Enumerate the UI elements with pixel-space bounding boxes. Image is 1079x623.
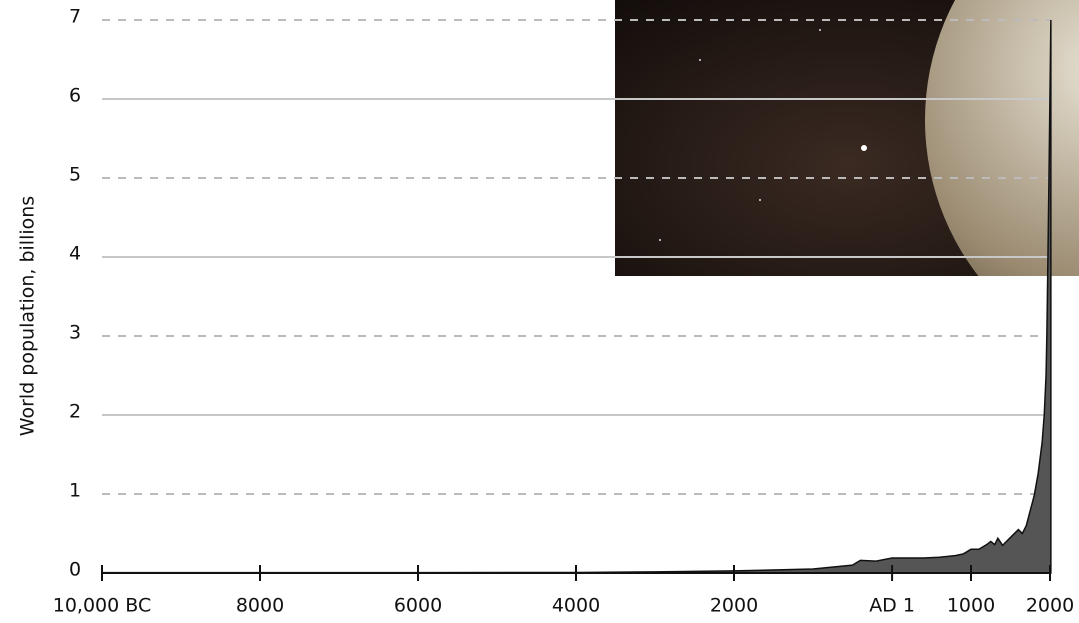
x-tick-label: 1000 (947, 595, 995, 617)
y-tick-label: 5 (69, 164, 81, 186)
x-tick-label: 4000 (552, 595, 600, 617)
x-tick-label: AD 1 (869, 595, 915, 617)
x-tick-label: 2000 (1026, 595, 1074, 617)
y-tick-label: 2 (69, 401, 81, 423)
y-tick-label: 0 (69, 559, 81, 581)
y-tick-label: 1 (69, 480, 81, 502)
y-axis-label: World population, billions (17, 196, 39, 436)
y-tick-label: 6 (69, 85, 81, 107)
y-tick-label: 7 (69, 6, 81, 28)
x-tick-label: 10,000 BC (53, 595, 152, 617)
x-tick-label: 6000 (394, 595, 442, 617)
page: {"chart_data": {"type": "area", "y_label… (0, 0, 1079, 623)
y-tick-label: 3 (69, 322, 81, 344)
x-tick-label: 8000 (236, 595, 284, 617)
x-tick-label: 2000 (710, 595, 758, 617)
chart: World population, billions 0 1 2 3 4 5 6 7 10,00… (0, 0, 1079, 623)
y-tick-label: 4 (69, 243, 81, 265)
background-image (615, 0, 1079, 375)
